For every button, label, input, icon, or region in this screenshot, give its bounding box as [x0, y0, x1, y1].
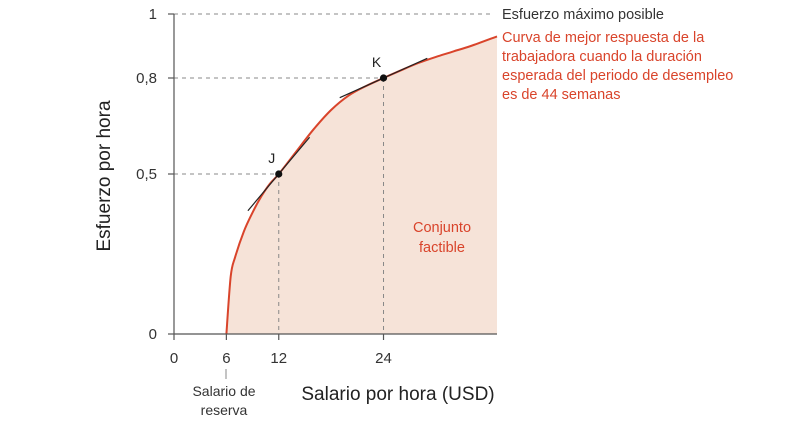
y-tick-label: 1 — [149, 6, 157, 23]
point-marker — [379, 74, 388, 82]
max-effort-label: Esfuerzo máximo posible — [502, 7, 664, 23]
x-tick-label: 24 — [375, 350, 392, 367]
reservation-wage-label: Salario de reserva — [192, 383, 255, 418]
curve-label-line: esperada del periodo de desempleo — [502, 68, 733, 84]
x-ticks: 0 6 12 24 — [170, 334, 392, 367]
best-response-curve — [225, 35, 498, 335]
points: JK — [268, 54, 388, 178]
x-tick-label: 12 — [270, 350, 287, 367]
feasible-set-label: Conjunto factible — [413, 220, 471, 256]
feasible-set-label-line: Conjunto — [413, 220, 471, 236]
x-axis-title: Salario por hora (USD) — [301, 384, 494, 405]
curve-label-line: es de 44 semanas — [502, 87, 621, 103]
y-tick-label: 0,5 — [136, 166, 157, 183]
y-tick-label: 0,8 — [136, 70, 157, 87]
reservation-wage-label-line: reserva — [201, 402, 248, 418]
x-tick-label: 6 — [222, 350, 230, 367]
y-tick-label: 0 — [149, 326, 157, 343]
feasible-set-label-line: factible — [419, 240, 465, 256]
feasible-set-area — [226, 36, 497, 335]
point-marker — [275, 170, 283, 178]
x-tick-label: 0 — [170, 350, 178, 367]
guide-lines — [174, 77, 385, 334]
reservation-wage-label-line: Salario de — [192, 383, 255, 399]
curve-label-line: Curva de mejor respuesta de la — [502, 30, 705, 46]
y-axis-title: Esfuerzo por hora — [94, 100, 115, 251]
curve-label-line: trabajadora cuando la duración — [502, 49, 702, 65]
point-label: K — [372, 54, 382, 70]
y-ticks: 0 0,5 0,8 1 — [136, 6, 174, 343]
curve-label: Curva de mejor respuesta de la trabajado… — [502, 30, 733, 103]
point-label: J — [268, 150, 275, 166]
